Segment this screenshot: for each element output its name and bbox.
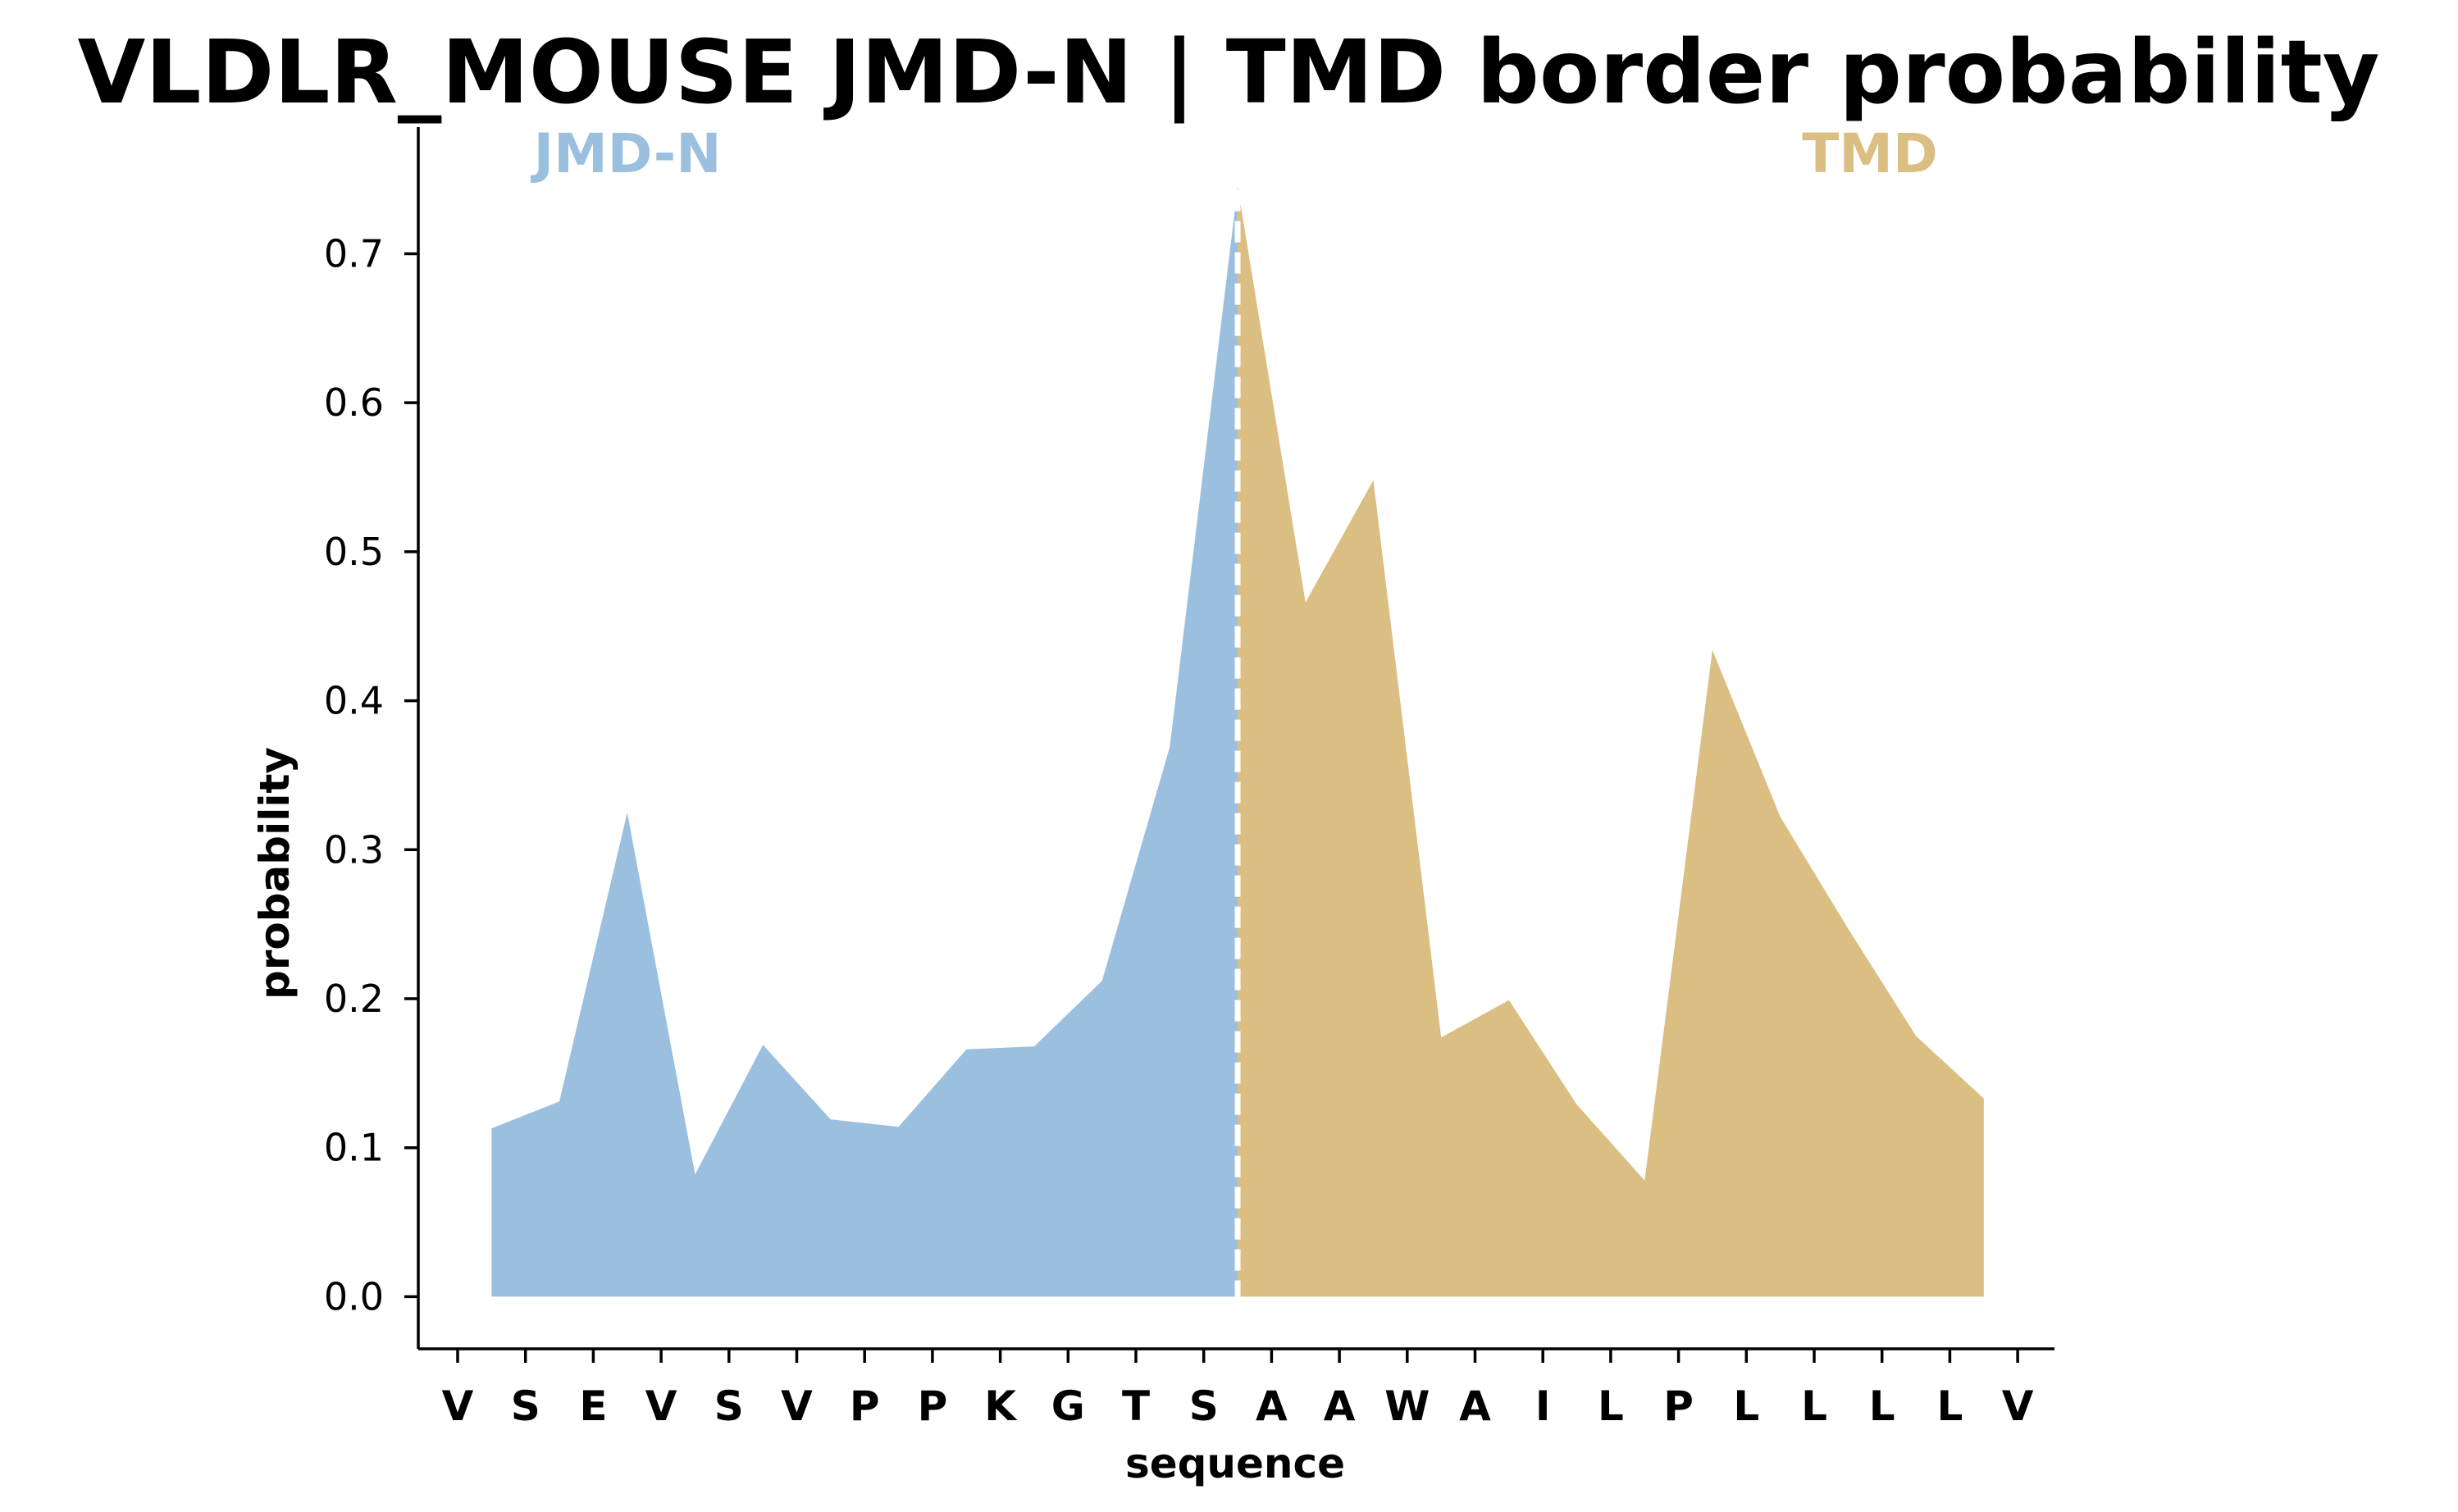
x-tick-label: V (645, 1382, 677, 1430)
x-tick-label: S (511, 1382, 540, 1430)
y-tick-label: 0.3 (324, 827, 384, 872)
x-tick-label: L (1598, 1382, 1624, 1430)
x-tick-label: P (850, 1382, 880, 1430)
y-tick-label: 0.4 (324, 679, 384, 723)
x-tick-label: P (918, 1382, 948, 1430)
y-axis-label: probability (251, 747, 299, 1000)
x-tick-label: S (1189, 1382, 1219, 1430)
y-tick-label: 0.6 (324, 380, 384, 425)
x-tick-label: W (1384, 1382, 1430, 1430)
x-tick-label: L (1733, 1382, 1759, 1430)
x-tick-label: A (1256, 1382, 1288, 1430)
y-tick-label: 0.2 (324, 977, 384, 1021)
x-tick-label: A (1324, 1382, 1356, 1430)
x-tick-label: L (1801, 1382, 1827, 1430)
y-axis: 0.0 0.1 0.2 0.3 0.4 0.5 0.6 0.7 (324, 127, 420, 1349)
x-tick-label: L (1936, 1382, 1963, 1430)
x-tick-label: I (1535, 1382, 1551, 1430)
area-jmd-n (491, 186, 1238, 1297)
area-tmd (1238, 186, 1984, 1297)
y-tick-label: 0.0 (324, 1274, 384, 1318)
region-label-tmd: TMD (1802, 122, 1937, 185)
x-axis-label: sequence (1125, 1440, 1345, 1487)
x-tick-label: K (984, 1382, 1018, 1430)
x-tick-label: V (442, 1382, 474, 1430)
x-tick-label: T (1122, 1382, 1150, 1430)
x-tick-label: E (579, 1382, 607, 1430)
y-tick-label: 0.1 (324, 1126, 384, 1170)
region-label-jmd-n: JMD-N (531, 122, 722, 185)
area-layer (491, 186, 1984, 1297)
y-tick-label: 0.5 (324, 530, 384, 574)
x-tick-label: A (1459, 1382, 1491, 1430)
chart-title: VLDLR_MOUSE JMD-N | TMD border probabili… (77, 22, 2379, 125)
x-tick-label: V (2002, 1382, 2034, 1430)
x-tick-label: L (1869, 1382, 1895, 1430)
x-tick-label: G (1051, 1382, 1085, 1430)
y-tick-label: 0.7 (324, 231, 384, 276)
x-tick-label: S (714, 1382, 744, 1430)
x-tick-label: P (1663, 1382, 1694, 1430)
x-tick-label: V (781, 1382, 813, 1430)
